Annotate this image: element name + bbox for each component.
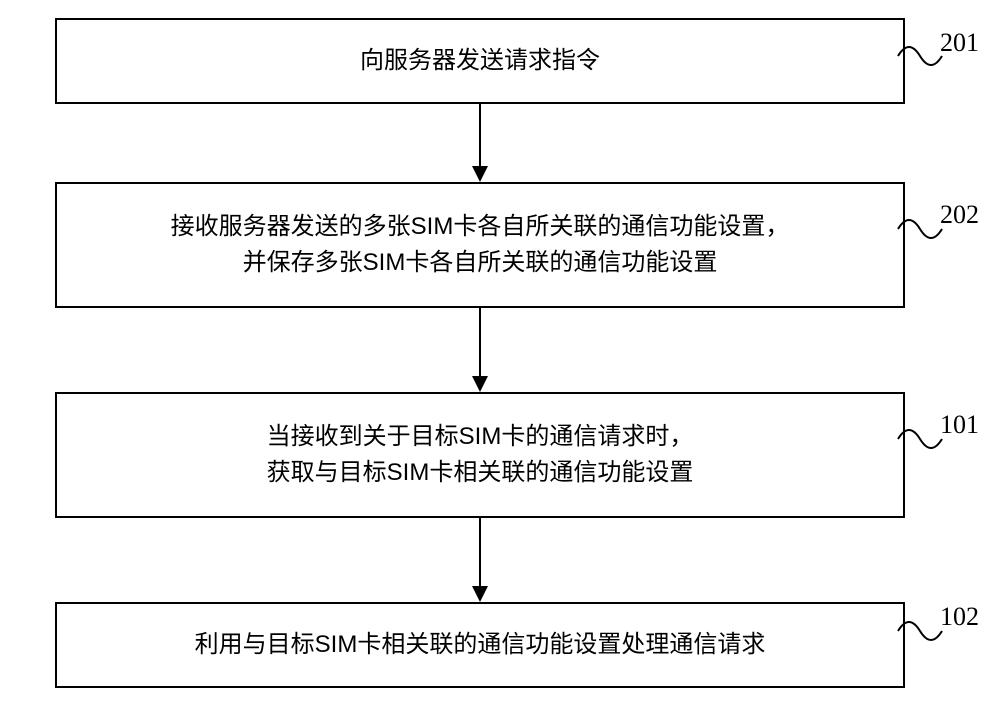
flow-node-202: 接收服务器发送的多张SIM卡各自所关联的通信功能设置， 并保存多张SIM卡各自所… bbox=[55, 182, 905, 308]
arrow-head-icon bbox=[472, 166, 488, 182]
flow-node-201: 向服务器发送请求指令 bbox=[55, 18, 905, 104]
step-number: 101 bbox=[940, 410, 979, 440]
flow-arrow bbox=[479, 104, 481, 166]
flowchart-canvas: 向服务器发送请求指令 接收服务器发送的多张SIM卡各自所关联的通信功能设置， 并… bbox=[0, 0, 1000, 711]
arrow-head-icon bbox=[472, 376, 488, 392]
node-text: 并保存多张SIM卡各自所关联的通信功能设置 bbox=[171, 245, 790, 281]
node-text: 利用与目标SIM卡相关联的通信功能设置处理通信请求 bbox=[195, 627, 766, 663]
node-text: 获取与目标SIM卡相关联的通信功能设置 bbox=[267, 455, 694, 491]
node-text: 接收服务器发送的多张SIM卡各自所关联的通信功能设置， bbox=[171, 209, 790, 245]
flow-node-102: 利用与目标SIM卡相关联的通信功能设置处理通信请求 bbox=[55, 602, 905, 688]
node-text: 向服务器发送请求指令 bbox=[360, 43, 600, 79]
step-number: 201 bbox=[940, 28, 979, 58]
flow-arrow bbox=[479, 518, 481, 586]
node-text: 当接收到关于目标SIM卡的通信请求时， bbox=[267, 419, 694, 455]
arrow-head-icon bbox=[472, 586, 488, 602]
flow-node-101: 当接收到关于目标SIM卡的通信请求时， 获取与目标SIM卡相关联的通信功能设置 bbox=[55, 392, 905, 518]
flow-arrow bbox=[479, 308, 481, 376]
step-number: 102 bbox=[940, 602, 979, 632]
step-number: 202 bbox=[940, 200, 979, 230]
